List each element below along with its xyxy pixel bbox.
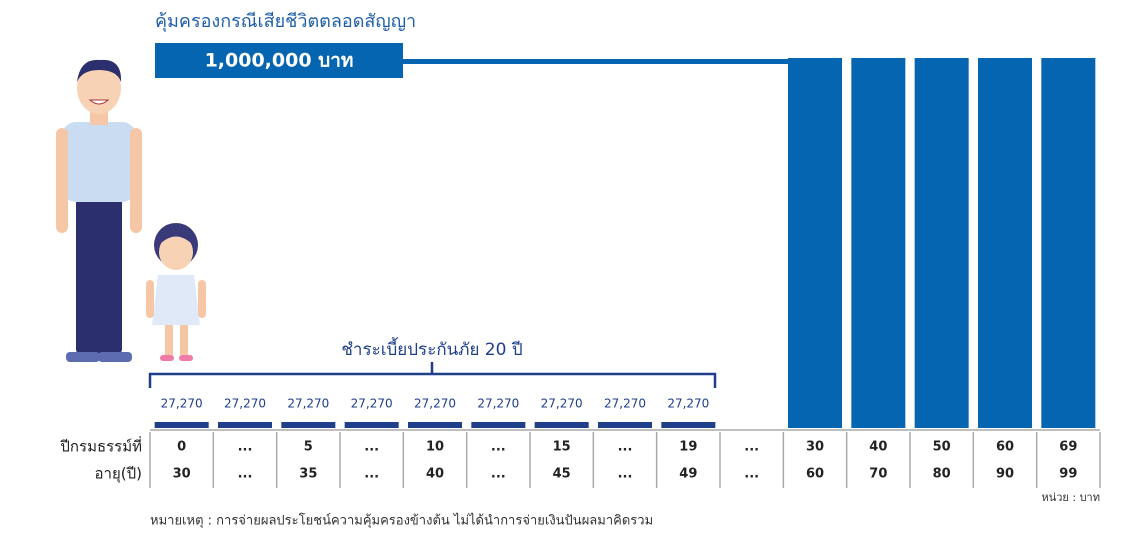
age: 35 <box>299 467 317 482</box>
policy-year: 69 <box>1059 440 1077 455</box>
age: 99 <box>1059 467 1077 482</box>
policy-year: 40 <box>869 440 887 455</box>
premium-label: 27,270 <box>351 397 393 411</box>
age: ... <box>238 467 253 482</box>
payment-label: ชำระเบี้ยประกันภัย 20 ปี <box>341 337 522 360</box>
premium-label: 27,270 <box>161 397 203 411</box>
policy-year: ... <box>364 440 379 455</box>
policy-year: 10 <box>426 440 444 455</box>
coverage-line <box>403 59 793 64</box>
policy-year: ... <box>238 440 253 455</box>
girl-figure <box>146 223 206 361</box>
coverage-bar <box>788 58 842 428</box>
premium-label: 27,270 <box>604 397 646 411</box>
premium-bar <box>408 422 462 428</box>
age: 70 <box>869 467 887 482</box>
age: ... <box>364 467 379 482</box>
premium-bar <box>218 422 272 428</box>
coverage-bar <box>851 58 906 428</box>
note: หมายเหตุ : การจ่ายผลประโยชน์ความคุ้มครอง… <box>150 513 653 529</box>
premium-bar <box>344 422 399 428</box>
coverage-title: คุ้มครองกรณีเสียชีวิตตลอดสัญญา <box>155 11 416 32</box>
premium-label: 27,270 <box>667 397 709 411</box>
policy-year: 5 <box>304 440 313 455</box>
payment-bracket <box>148 362 717 388</box>
premium-bar <box>281 422 336 428</box>
coverage-bar <box>914 58 969 428</box>
row-label: อายุ(ปี) <box>95 465 142 484</box>
premium-label: 27,270 <box>224 397 266 411</box>
coverage-bar <box>978 58 1032 428</box>
age: 45 <box>553 467 571 482</box>
age: 30 <box>173 467 191 482</box>
policy-year: 60 <box>996 440 1014 455</box>
coverage-box <box>155 43 403 78</box>
policy-year: 0 <box>177 440 186 455</box>
premium-label: 27,270 <box>477 397 519 411</box>
unit: หน่วย : บาท <box>1041 491 1100 504</box>
coverage-bar <box>1041 58 1096 428</box>
premium-label: 27,270 <box>414 397 456 411</box>
policy-year: ... <box>491 440 506 455</box>
coverage-amount: 1,000,000 บาท <box>205 50 354 72</box>
age: ... <box>491 467 506 482</box>
age: 90 <box>996 467 1014 482</box>
policy-year: 30 <box>806 440 824 455</box>
age: 49 <box>679 467 697 482</box>
row-label: ปีกรมธรรม์ที่ <box>59 436 142 456</box>
age: ... <box>744 467 759 482</box>
premium-bar <box>598 422 652 428</box>
age: ... <box>618 467 633 482</box>
policy-year: 15 <box>553 440 571 455</box>
age: 60 <box>806 467 824 482</box>
premium-label: 27,270 <box>287 397 329 411</box>
man-figure <box>56 59 142 362</box>
age: 40 <box>426 467 444 482</box>
premium-bar <box>534 422 589 428</box>
policy-year: ... <box>618 440 633 455</box>
premium-bar <box>661 422 716 428</box>
age: 80 <box>933 467 951 482</box>
policy-year: ... <box>744 440 759 455</box>
premium-bar <box>154 422 209 428</box>
premium-label: 27,270 <box>541 397 583 411</box>
policy-year: 19 <box>679 440 697 455</box>
policy-year: 50 <box>933 440 951 455</box>
premium-bar <box>471 422 526 428</box>
